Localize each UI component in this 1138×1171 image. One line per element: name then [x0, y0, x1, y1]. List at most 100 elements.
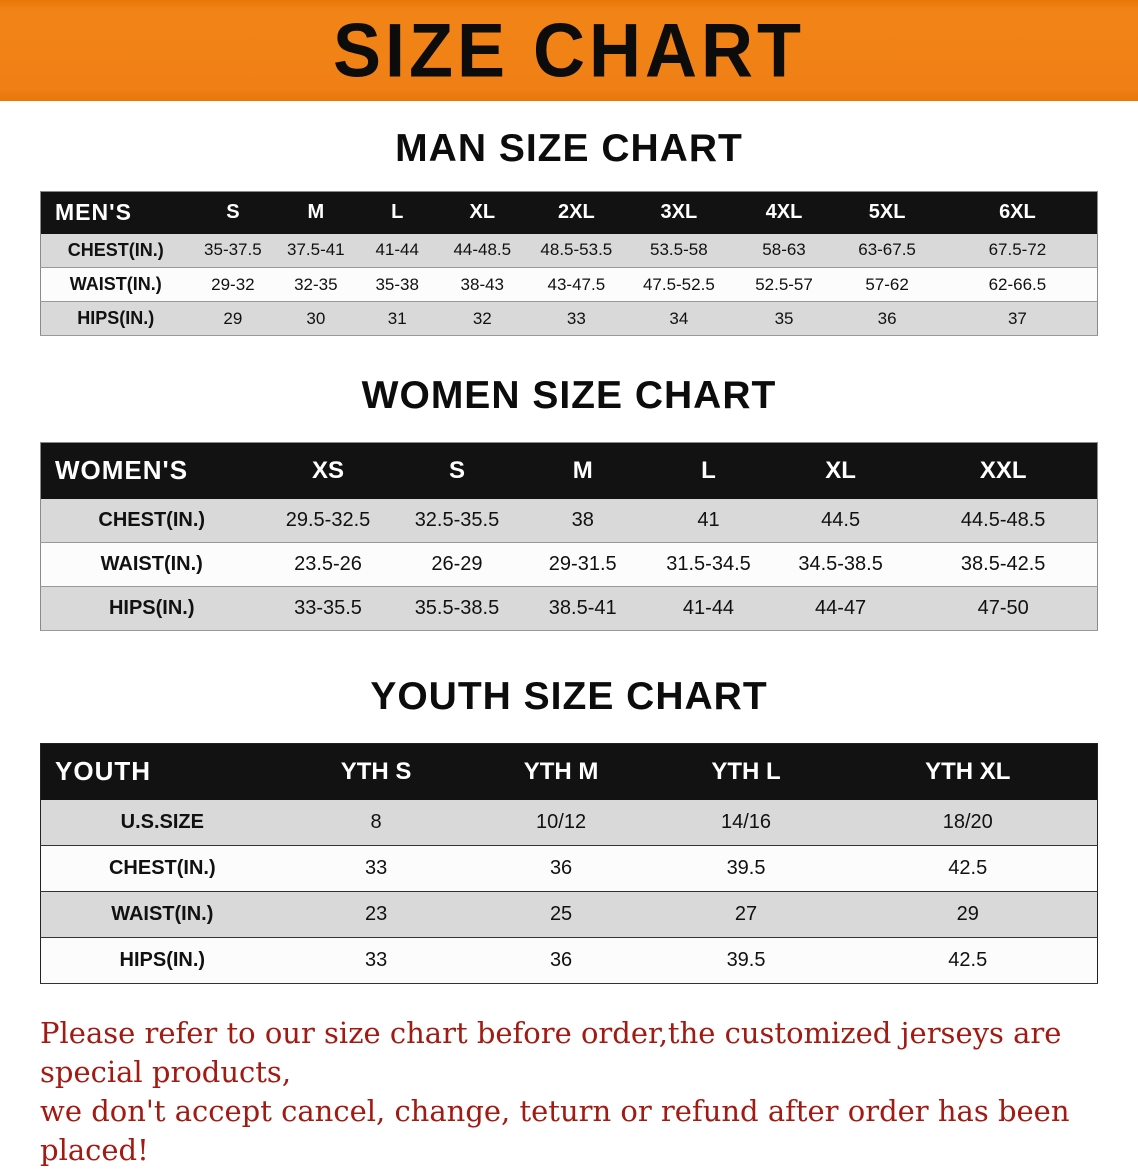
col-header: M: [520, 442, 646, 499]
banner: SIZE CHART: [0, 0, 1138, 101]
cell: 32.5-35.5: [414, 508, 500, 531]
cell: 38-43: [460, 274, 505, 294]
youth-heading: YOUTH SIZE CHART: [370, 675, 768, 718]
cell: 37: [1007, 308, 1027, 328]
cell: 32: [472, 308, 492, 328]
cell: 35-37.5: [204, 240, 262, 260]
cell: 63-67.5: [858, 240, 916, 260]
cell: 36: [549, 949, 573, 971]
cell: 31.5-34.5: [666, 553, 751, 575]
cell: 29.5-32.5: [285, 508, 371, 531]
cell: 31: [387, 308, 407, 328]
table-row: WAIST(IN.) 29-32 32-35 35-38 38-43 43-47…: [40, 267, 1098, 302]
cell: 38: [571, 508, 594, 531]
cell: 37.5-41: [286, 240, 345, 260]
cell: 38.5-42.5: [960, 553, 1046, 575]
row-label: WAIST(IN.): [69, 274, 162, 294]
cell: 33: [364, 857, 388, 879]
men-size-table: MEN'S S M L XL 2XL 3XL 4XL 5XL 6XL CHEST…: [40, 191, 1098, 336]
men-header-row: MEN'S S M L XL 2XL 3XL 4XL 5XL 6XL: [40, 191, 1098, 234]
table-row: CHEST(IN.) 29.5-32.5 32.5-35.5 38 41 44.…: [40, 498, 1098, 543]
women-heading: WOMEN SIZE CHART: [361, 374, 777, 417]
disclaimer-line-1: Please refer to our size chart before or…: [40, 1016, 1062, 1090]
cell: 41: [697, 508, 720, 531]
cell: 41-44: [375, 240, 419, 260]
disclaimer-note: Please refer to our size chart before or…: [40, 1014, 1108, 1171]
row-label: CHEST(IN.): [108, 857, 216, 879]
cell: 29: [956, 903, 979, 925]
youth-section: YOUTH SIZE CHART YOUTH YTH S YTH M YTH L…: [0, 675, 1138, 984]
cell: 58-63: [762, 240, 806, 260]
row-label: U.S.SIZE: [120, 810, 204, 833]
cell: 35.5-38.5: [414, 597, 500, 619]
row-label: CHEST(IN.): [98, 508, 206, 531]
col-header: 2XL: [526, 191, 627, 234]
cell: 10/12: [536, 810, 587, 833]
page-title: SIZE CHART: [333, 8, 805, 93]
cell: 36: [549, 857, 573, 879]
cell: 44-48.5: [453, 240, 512, 260]
cell: 52.5-57: [755, 274, 813, 294]
cell: 32-35: [294, 274, 338, 294]
youth-header-row: YOUTH YTH S YTH M YTH L YTH XL: [40, 743, 1098, 800]
men-section: MAN SIZE CHART MEN'S S M L XL 2XL 3XL 4X…: [0, 127, 1138, 336]
cell: 34.5-38.5: [798, 553, 883, 575]
cell: 35-38: [375, 274, 419, 294]
cell: 62-66.5: [988, 274, 1047, 294]
youth-size-table: YOUTH YTH S YTH M YTH L YTH XL U.S.SIZE …: [40, 743, 1098, 984]
col-header: XXL: [909, 442, 1098, 499]
row-label: HIPS(IN.): [119, 949, 206, 971]
cell: 29-31.5: [548, 553, 617, 575]
cell: 30: [306, 308, 326, 328]
row-label: CHEST(IN.): [67, 239, 164, 260]
cell: 29-32: [211, 274, 255, 294]
cell: 47-50: [977, 597, 1029, 619]
cell: 39.5: [726, 857, 766, 879]
row-label: HIPS(IN.): [108, 597, 195, 619]
row-label: HIPS(IN.): [77, 308, 155, 328]
table-row: HIPS(IN.) 33 36 39.5 42.5: [40, 937, 1098, 984]
table-row: CHEST(IN.) 33 36 39.5 42.5: [40, 845, 1098, 892]
col-header: XL: [437, 191, 527, 234]
col-header: YTH L: [653, 743, 839, 800]
cell: 41-44: [682, 597, 735, 619]
col-header: M: [275, 191, 357, 234]
col-header: YTH M: [468, 743, 654, 800]
cell: 25: [549, 903, 573, 925]
col-header: 5XL: [836, 191, 938, 234]
men-corner-header: MEN'S: [40, 191, 191, 234]
col-header: L: [645, 442, 772, 499]
table-row: WAIST(IN.) 23.5-26 26-29 29-31.5 31.5-34…: [40, 542, 1098, 587]
cell: 26-29: [431, 553, 483, 575]
table-row: HIPS(IN.) 33-35.5 35.5-38.5 38.5-41 41-4…: [40, 586, 1098, 631]
cell: 57-62: [865, 274, 909, 294]
cell: 67.5-72: [988, 240, 1047, 260]
cell: 33: [364, 949, 388, 971]
row-label: WAIST(IN.): [111, 903, 214, 925]
col-header: L: [356, 191, 438, 234]
cell: 44-47: [815, 597, 867, 619]
cell: 23.5-26: [294, 553, 362, 575]
cell: 42.5: [948, 949, 988, 971]
row-label: WAIST(IN.): [100, 553, 203, 575]
cell: 47.5-52.5: [642, 274, 715, 294]
cell: 44.5-48.5: [960, 508, 1046, 531]
table-row: WAIST(IN.) 23 25 27 29: [40, 891, 1098, 938]
cell: 33: [566, 308, 586, 328]
men-heading: MAN SIZE CHART: [395, 127, 743, 170]
women-size-table: WOMEN'S XS S M L XL XXL CHEST(IN.) 29.5-…: [40, 442, 1098, 631]
col-header: YTH S: [283, 743, 469, 800]
col-header: XL: [771, 442, 910, 499]
cell: 14/16: [721, 810, 772, 833]
table-row: U.S.SIZE 8 10/12 14/16 18/20: [40, 799, 1098, 846]
disclaimer-line-2: we don't accept cancel, change, teturn o…: [40, 1094, 1070, 1168]
cell: 34: [669, 308, 689, 328]
col-header: S: [393, 442, 521, 499]
women-section: WOMEN SIZE CHART WOMEN'S XS S M L XL XXL: [0, 374, 1138, 631]
col-header: YTH XL: [838, 743, 1098, 800]
youth-corner-header: YOUTH: [40, 743, 284, 800]
women-header-row: WOMEN'S XS S M L XL XXL: [40, 442, 1098, 499]
cell: 43-47.5: [547, 274, 606, 294]
col-header: 3XL: [626, 191, 732, 234]
